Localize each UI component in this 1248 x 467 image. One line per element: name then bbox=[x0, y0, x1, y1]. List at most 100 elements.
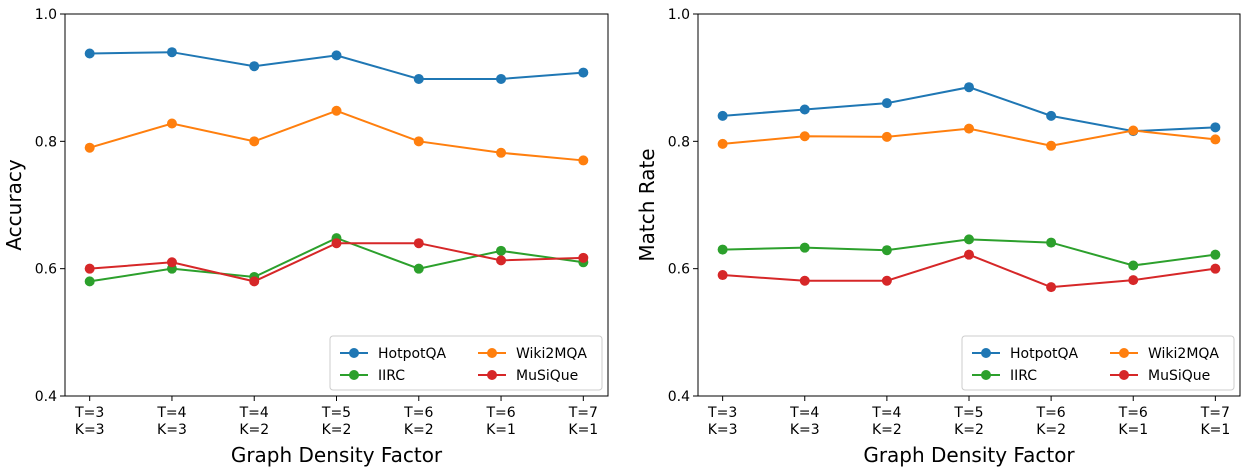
x-tick-label: T=6 bbox=[1118, 405, 1148, 421]
x-tick-label: T=6 bbox=[1036, 405, 1066, 421]
data-point bbox=[1128, 275, 1139, 286]
data-point bbox=[799, 242, 810, 253]
data-point bbox=[413, 263, 424, 274]
data-point bbox=[249, 276, 260, 287]
data-point bbox=[166, 47, 177, 58]
data-point bbox=[249, 61, 260, 72]
y-axis-label: Match Rate bbox=[635, 148, 659, 261]
data-point bbox=[496, 147, 507, 158]
data-point bbox=[1210, 122, 1221, 133]
y-axis-label: Accuracy bbox=[2, 159, 26, 250]
data-point bbox=[413, 73, 424, 84]
data-point bbox=[1046, 282, 1057, 293]
legend-swatch-marker bbox=[1119, 348, 1129, 358]
y-tick-label: 1.0 bbox=[35, 7, 57, 23]
data-point bbox=[249, 136, 260, 147]
data-point bbox=[84, 142, 95, 153]
x-tick-label: K=1 bbox=[486, 422, 516, 438]
data-point bbox=[1046, 110, 1057, 121]
x-tick-label: K=3 bbox=[157, 422, 187, 438]
y-tick-label: 0.8 bbox=[668, 134, 690, 150]
x-tick-label: K=3 bbox=[75, 422, 105, 438]
x-axis-label: Graph Density Factor bbox=[231, 443, 443, 467]
data-point bbox=[496, 73, 507, 84]
series-wiki2mqa bbox=[84, 105, 589, 166]
data-point bbox=[578, 155, 589, 166]
data-point bbox=[964, 82, 974, 93]
data-point bbox=[881, 131, 892, 142]
data-point bbox=[799, 131, 810, 142]
y-tick-label: 0.6 bbox=[35, 262, 57, 278]
legend-swatch-marker bbox=[487, 348, 497, 358]
series-hotpotqa bbox=[84, 47, 589, 84]
x-tick-label: K=2 bbox=[239, 422, 269, 438]
data-point bbox=[496, 255, 507, 266]
data-point bbox=[84, 263, 95, 274]
x-tick-label: T=5 bbox=[321, 405, 351, 421]
data-point bbox=[964, 123, 974, 134]
data-point bbox=[331, 50, 342, 61]
data-point bbox=[717, 244, 728, 255]
x-tick-label: T=4 bbox=[871, 405, 901, 421]
y-tick-label: 1.0 bbox=[668, 7, 690, 23]
x-tick-label: T=4 bbox=[789, 405, 819, 421]
legend-entry-wiki2mqa: Wiki2MQA bbox=[1148, 346, 1219, 362]
series-musique bbox=[717, 249, 1221, 293]
legend-entry-hotpotqa: HotpotQA bbox=[1010, 346, 1079, 362]
data-point bbox=[1210, 134, 1221, 145]
chart-panel-2: 0.40.60.81.0T=3K=3T=4K=3T=4K=2T=5K=2T=6K… bbox=[635, 7, 1241, 467]
data-point bbox=[1210, 263, 1221, 274]
legend: HotpotQA Wiki2MQA IIRC MuSiQue bbox=[961, 335, 1235, 391]
data-point bbox=[84, 48, 95, 59]
legend-box bbox=[961, 335, 1235, 391]
legend-swatch-marker bbox=[349, 348, 359, 358]
series-line bbox=[89, 109, 584, 162]
x-tick-label: K=2 bbox=[1036, 422, 1066, 438]
data-point bbox=[799, 275, 810, 286]
data-point bbox=[964, 234, 974, 245]
legend-entry-musique: MuSiQue bbox=[516, 368, 578, 384]
y-tick-label: 0.6 bbox=[668, 262, 690, 278]
x-tick-label: T=3 bbox=[707, 405, 737, 421]
x-tick-label: K=2 bbox=[322, 422, 352, 438]
data-point bbox=[1128, 125, 1139, 136]
series-iirc bbox=[717, 234, 1221, 271]
data-point bbox=[496, 245, 507, 256]
data-point bbox=[578, 252, 589, 263]
data-point bbox=[717, 138, 728, 149]
data-point bbox=[799, 104, 810, 115]
x-tick-label: T=7 bbox=[568, 405, 598, 421]
x-tick-label: K=1 bbox=[568, 422, 598, 438]
legend-box bbox=[329, 335, 603, 391]
data-point bbox=[413, 136, 424, 147]
data-point bbox=[1210, 249, 1221, 260]
data-point bbox=[964, 249, 974, 260]
data-point bbox=[1046, 237, 1057, 248]
data-point bbox=[1128, 260, 1139, 271]
series-wiki2mqa bbox=[717, 123, 1221, 151]
data-point bbox=[881, 275, 892, 286]
x-tick-label: T=4 bbox=[156, 405, 186, 421]
data-point bbox=[331, 238, 342, 249]
legend-swatch-marker bbox=[349, 370, 359, 380]
legend: HotpotQA Wiki2MQA IIRC MuSiQue bbox=[329, 335, 603, 391]
legend-swatch-marker bbox=[487, 370, 497, 380]
data-point bbox=[166, 118, 177, 129]
x-tick-label: T=6 bbox=[403, 405, 433, 421]
y-tick-label: 0.4 bbox=[668, 389, 690, 405]
data-point bbox=[881, 245, 892, 256]
legend-swatch-marker bbox=[1119, 370, 1129, 380]
y-tick-label: 0.8 bbox=[35, 134, 57, 150]
x-tick-label: K=1 bbox=[1118, 422, 1148, 438]
y-tick-label: 0.4 bbox=[35, 389, 57, 405]
chart-panel-1: 0.40.60.81.0T=3K=3T=4K=3T=4K=2T=5K=2T=6K… bbox=[2, 7, 609, 467]
legend-swatch-marker bbox=[981, 348, 991, 358]
data-point bbox=[331, 105, 342, 116]
series-musique bbox=[84, 238, 589, 287]
legend-entry-hotpotqa: HotpotQA bbox=[378, 346, 447, 362]
x-tick-label: T=7 bbox=[1200, 405, 1230, 421]
legend-entry-iirc: IIRC bbox=[378, 368, 405, 384]
x-tick-label: T=6 bbox=[485, 405, 515, 421]
data-point bbox=[413, 238, 424, 249]
